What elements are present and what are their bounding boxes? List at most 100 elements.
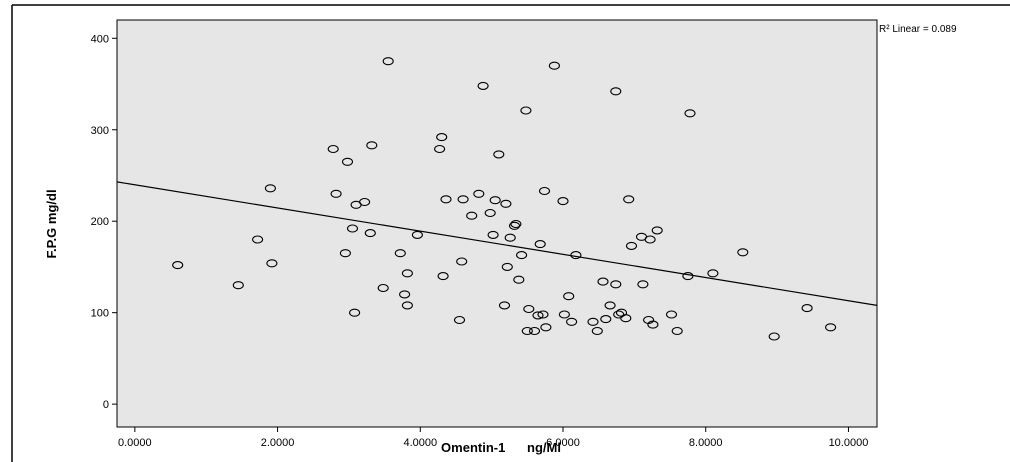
data-point <box>346 224 359 233</box>
data-point <box>587 317 599 326</box>
data-point <box>604 301 616 310</box>
data-point <box>623 195 635 204</box>
data-point <box>768 332 780 341</box>
x-tick-label: 6.0000 <box>546 437 580 449</box>
data-point <box>591 326 603 336</box>
data-point <box>644 235 656 244</box>
data-point <box>487 230 499 239</box>
data-point <box>532 311 544 320</box>
data-point <box>540 323 552 332</box>
data-point <box>349 308 361 317</box>
data-point <box>466 211 478 220</box>
data-point <box>508 221 521 230</box>
data-point <box>528 326 541 336</box>
data-point <box>637 280 649 289</box>
data-point <box>401 301 413 310</box>
data-point <box>566 317 578 326</box>
data-point <box>557 197 569 206</box>
data-point <box>801 304 813 313</box>
data-point <box>364 229 376 238</box>
data-point <box>359 197 371 207</box>
data-point <box>330 189 342 198</box>
data-point <box>651 226 663 235</box>
data-point <box>521 326 533 336</box>
data-point <box>399 290 411 299</box>
x-tick-label: 4.0000 <box>403 437 437 449</box>
data-point <box>484 208 496 218</box>
data-point <box>597 277 609 286</box>
data-point <box>394 249 406 258</box>
x-tick-label: 8.0000 <box>689 437 723 449</box>
data-point <box>498 301 511 310</box>
data-point <box>610 87 622 96</box>
r2-annotation: R² Linear = 0.089 <box>879 24 957 35</box>
data-point <box>436 133 448 142</box>
data-point <box>563 292 575 301</box>
data-point <box>647 320 659 329</box>
data-point <box>477 81 489 90</box>
y-tick-label: 200 <box>91 216 109 228</box>
data-point <box>558 310 570 319</box>
data-point <box>456 257 468 266</box>
data-point <box>489 196 501 205</box>
data-point <box>437 272 449 281</box>
data-point <box>513 275 525 284</box>
data-point <box>570 251 582 260</box>
data-points <box>172 57 837 341</box>
data-point <box>411 230 423 239</box>
data-point <box>707 269 719 278</box>
y-axis-title: F.P.G mg/dl <box>44 189 59 258</box>
data-point <box>523 304 535 314</box>
data-point <box>457 195 469 204</box>
data-point <box>600 315 612 324</box>
y-tick-label: 400 <box>91 33 109 45</box>
data-point <box>377 283 389 293</box>
data-point <box>510 219 522 229</box>
x-tick-label: 2.0000 <box>261 437 295 449</box>
data-point <box>520 106 532 115</box>
data-point <box>684 109 696 118</box>
fit-line <box>116 181 878 306</box>
y-tick-label: 300 <box>91 125 109 137</box>
data-point <box>610 280 622 289</box>
fit-line-group <box>116 181 878 306</box>
data-point <box>440 195 452 204</box>
data-point <box>534 240 546 249</box>
data-point <box>341 157 354 166</box>
data-point <box>266 259 278 268</box>
data-point <box>504 233 516 242</box>
data-point <box>665 310 678 319</box>
data-point <box>671 326 683 336</box>
data-point <box>366 141 378 150</box>
data-point <box>537 310 549 319</box>
data-point <box>538 186 551 196</box>
data-point <box>453 315 466 325</box>
x-tick-label: 0.0000 <box>118 437 152 449</box>
data-point <box>500 199 512 208</box>
data-point <box>737 248 749 257</box>
x-tick-label: 10.0000 <box>829 437 869 449</box>
data-point <box>382 57 394 66</box>
data-point <box>434 144 446 154</box>
data-point <box>493 150 505 159</box>
data-point <box>339 249 351 258</box>
data-point <box>516 251 528 260</box>
y-tick-label: 0 <box>103 399 109 411</box>
data-point <box>682 272 694 281</box>
data-point <box>620 314 632 323</box>
data-point <box>327 144 339 154</box>
data-point <box>264 184 276 193</box>
data-point <box>473 189 485 198</box>
data-point <box>548 61 560 70</box>
axes: 0.0000 2.0000 4.0000 6.0000 8.0000 10.0000 0 10… <box>91 33 869 449</box>
data-point <box>172 261 184 270</box>
data-point <box>625 241 638 250</box>
data-point <box>401 269 413 278</box>
plot-area <box>116 19 878 428</box>
data-point <box>825 323 837 332</box>
x-axis-title: Omentin-1 ng/Ml <box>441 440 561 455</box>
data-point <box>232 281 244 290</box>
data-point <box>252 235 264 244</box>
y-tick-label: 100 <box>91 308 109 320</box>
